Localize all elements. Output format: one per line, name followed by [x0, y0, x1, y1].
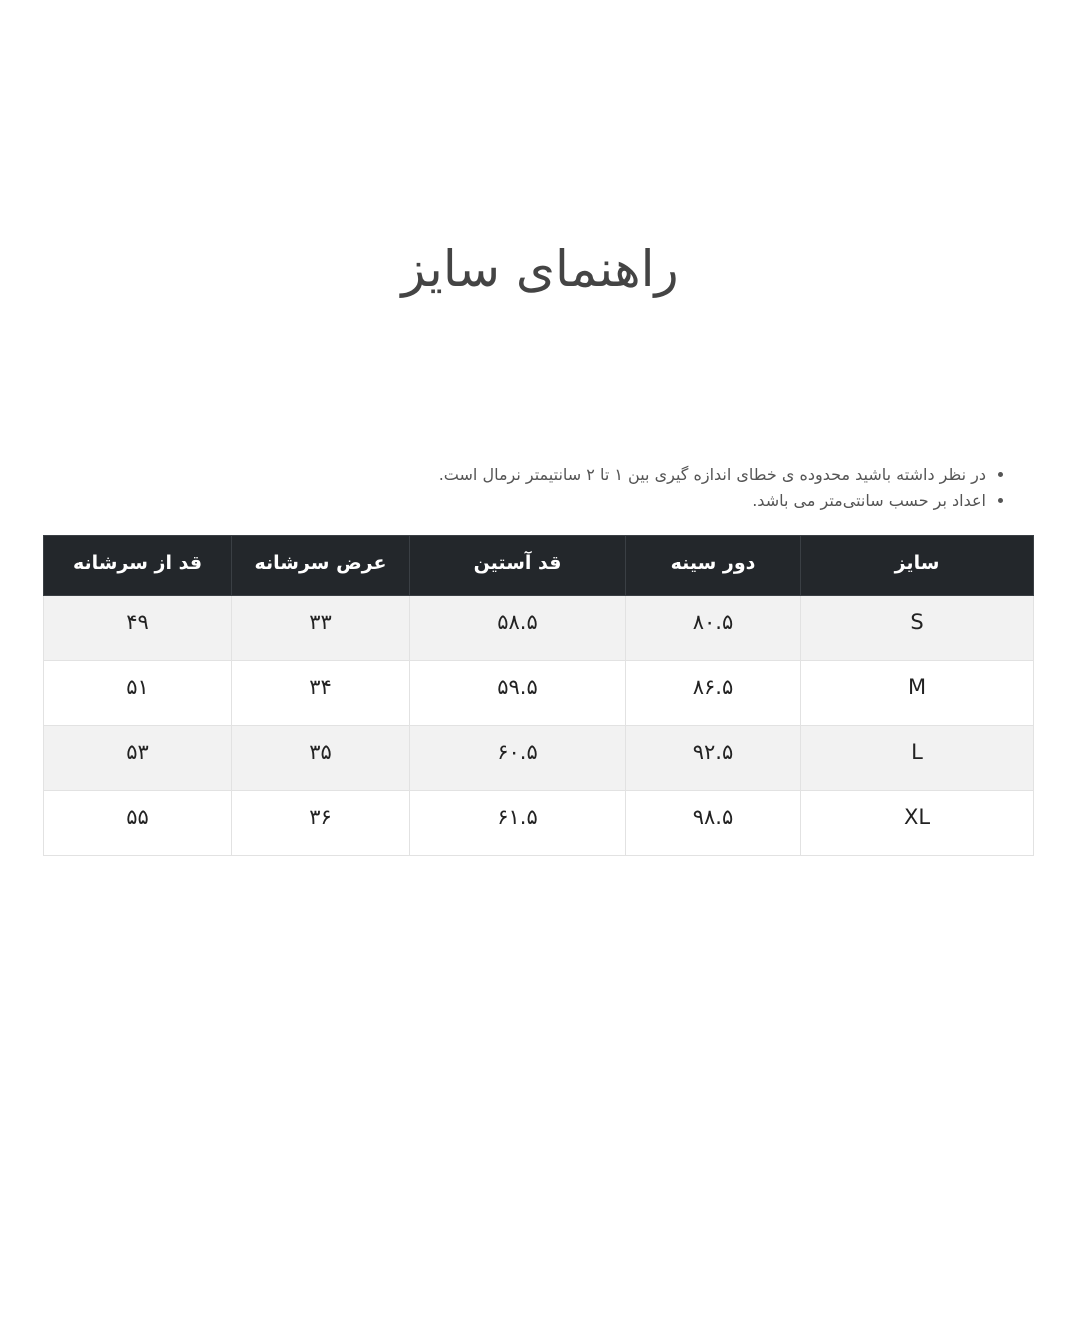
cell-size: M: [800, 660, 1034, 726]
cell-sleeve: ۵۹.۵: [409, 660, 626, 726]
cell-shoulder-width: ۳۵: [231, 725, 410, 791]
cell-chest: ۹۸.۵: [625, 790, 801, 856]
cell-chest: ۹۲.۵: [625, 725, 801, 791]
cell-chest: ۸۰.۵: [625, 595, 801, 661]
cell-size: S: [800, 595, 1034, 661]
table-row: S ۸۰.۵ ۵۸.۵ ۳۳ ۴۹: [43, 595, 1034, 661]
cell-shoulder-width: ۳۶: [231, 790, 410, 856]
table-row: XL ۹۸.۵ ۶۱.۵ ۳۶ ۵۵: [43, 790, 1034, 856]
cell-length: ۴۹: [43, 595, 232, 661]
header-chest: دور سینه: [625, 535, 801, 596]
table-row: L ۹۲.۵ ۶۰.۵ ۳۵ ۵۳: [43, 725, 1034, 791]
cell-length: ۵۵: [43, 790, 232, 856]
note-item: اعداد بر حسب سانتی‌متر می باشد.: [439, 488, 986, 514]
cell-shoulder-width: ۳۳: [231, 595, 410, 661]
cell-sleeve: ۶۰.۵: [409, 725, 626, 791]
size-table: سایز دور سینه قد آستین عرض سرشانه قد از …: [43, 535, 1034, 856]
cell-size: L: [800, 725, 1034, 791]
page-title: راهنمای سایز: [401, 240, 679, 298]
note-item: در نظر داشته باشید محدوده ی خطای اندازه …: [439, 462, 986, 488]
cell-shoulder-width: ۳۴: [231, 660, 410, 726]
table-header-row: سایز دور سینه قد آستین عرض سرشانه قد از …: [43, 535, 1034, 596]
notes-list: در نظر داشته باشید محدوده ی خطای اندازه …: [439, 462, 1008, 514]
header-shoulder-width: عرض سرشانه: [231, 535, 410, 596]
header-size: سایز: [800, 535, 1034, 596]
header-sleeve: قد آستین: [409, 535, 626, 596]
cell-sleeve: ۶۱.۵: [409, 790, 626, 856]
table-row: M ۸۶.۵ ۵۹.۵ ۳۴ ۵۱: [43, 660, 1034, 726]
cell-size: XL: [800, 790, 1034, 856]
cell-length: ۵۳: [43, 725, 232, 791]
header-length: قد از سرشانه: [43, 535, 232, 596]
cell-length: ۵۱: [43, 660, 232, 726]
cell-chest: ۸۶.۵: [625, 660, 801, 726]
cell-sleeve: ۵۸.۵: [409, 595, 626, 661]
